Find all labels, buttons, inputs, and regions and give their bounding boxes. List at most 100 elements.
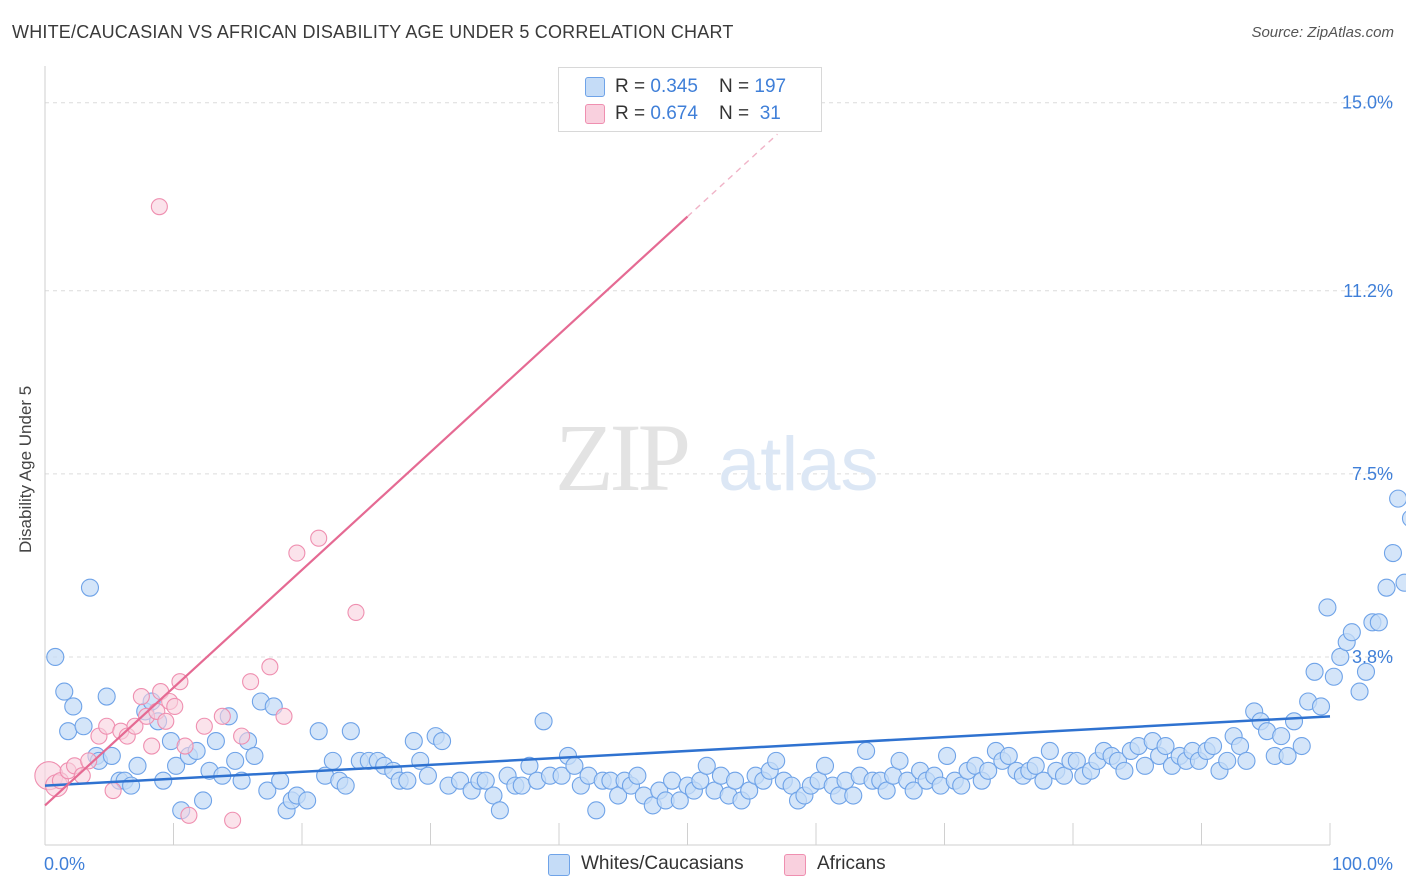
point-white: [1204, 736, 1223, 756]
point-white: [476, 771, 495, 790]
point-white: [1305, 662, 1324, 681]
point-white: [64, 697, 83, 716]
n-label: N =: [719, 103, 755, 124]
y-tick-label: 7.5%: [1352, 464, 1393, 484]
point-white: [857, 741, 876, 761]
point-white: [1395, 573, 1406, 592]
point-white: [1311, 697, 1331, 716]
point-white: [80, 578, 100, 597]
point-african: [195, 717, 213, 735]
point-white: [226, 751, 245, 770]
point-white: [1369, 613, 1388, 632]
legend-swatch-whites: [585, 77, 605, 97]
point-white: [1034, 771, 1053, 790]
r-value-africans: 0.674: [650, 103, 698, 124]
point-white: [512, 776, 531, 795]
trend-lines: [44, 133, 1331, 807]
point-white: [1272, 727, 1291, 746]
point-african: [275, 707, 293, 725]
point-white: [128, 756, 147, 775]
point-white: [1324, 667, 1343, 686]
point-african: [157, 712, 175, 730]
watermark: ZIP atlas: [555, 404, 879, 511]
r-value-whites: 0.345: [650, 76, 698, 97]
point-african: [261, 658, 279, 676]
legend-swatch-whites: [548, 854, 570, 876]
point-white: [206, 732, 225, 751]
stats-legend: R = 0.345 N = 197 R = 0.674 N = 31: [558, 67, 822, 132]
point-white: [534, 712, 553, 731]
point-white: [167, 756, 186, 775]
point-white: [309, 722, 328, 741]
n-value-africans: 31: [754, 103, 781, 124]
point-african: [166, 697, 184, 715]
trend-line-whites: [44, 715, 1331, 787]
watermark-zip: ZIP: [555, 404, 688, 511]
point-white: [1350, 682, 1369, 701]
point-white: [938, 746, 957, 765]
point-white: [102, 746, 121, 765]
y-tick-label: 15.0%: [1342, 93, 1393, 113]
point-white: [97, 687, 116, 706]
point-white: [697, 756, 716, 775]
point-white: [1292, 736, 1311, 756]
point-white: [1318, 598, 1337, 617]
point-white: [1356, 662, 1376, 681]
point-white: [979, 761, 998, 780]
r-label: R =: [615, 103, 651, 124]
point-white: [670, 791, 689, 810]
stats-text-africans: R = 0.674 N = 31: [615, 103, 781, 125]
point-african: [143, 737, 161, 755]
point-white: [1237, 751, 1256, 770]
chart-title: WHITE/CAUCASIAN VS AFRICAN DISABILITY AG…: [12, 22, 734, 42]
point-white: [1284, 712, 1304, 731]
point-african: [150, 198, 168, 216]
point-african: [310, 529, 328, 547]
point-white: [323, 751, 342, 770]
tick-labels: 3.8% 7.5% 11.2% 15.0% 0.0% 100.0%: [44, 93, 1393, 874]
y-axis-label: Disability Age Under 5: [16, 385, 35, 553]
point-white: [451, 771, 470, 790]
point-white: [1389, 489, 1406, 508]
point-white: [552, 766, 571, 785]
series-legend: Whites/Caucasians Africans: [0, 852, 1406, 878]
point-white: [298, 791, 317, 810]
point-white: [628, 766, 647, 785]
point-white: [999, 746, 1018, 765]
point-white: [336, 776, 355, 795]
point-white: [1377, 578, 1396, 597]
point-white: [1156, 736, 1175, 756]
stats-text-whites: R = 0.345 N = 197: [615, 76, 786, 98]
n-label: N =: [719, 76, 755, 97]
point-white: [258, 781, 277, 800]
point-african: [213, 707, 231, 725]
point-white: [341, 722, 360, 741]
point-white: [1218, 751, 1237, 770]
y-tick-label: 3.8%: [1352, 647, 1393, 667]
point-white: [74, 717, 93, 736]
point-african: [104, 782, 122, 800]
point-white: [418, 766, 437, 785]
point-white: [1135, 756, 1155, 775]
point-white: [55, 682, 74, 701]
point-african: [132, 687, 150, 706]
point-african: [126, 717, 144, 735]
legend-label-whites: Whites/Caucasians: [581, 853, 744, 874]
series-whites-points: [46, 489, 1406, 820]
point-african: [224, 811, 242, 829]
point-white: [904, 781, 923, 800]
point-white: [1342, 623, 1361, 642]
point-white: [1401, 510, 1406, 526]
point-african: [242, 673, 260, 691]
point-african: [347, 603, 365, 621]
point-white: [59, 722, 78, 741]
legend-swatch-africans: [585, 104, 605, 124]
point-white: [1278, 746, 1297, 765]
point-white: [663, 771, 682, 790]
point-african: [80, 752, 98, 770]
n-value-whites: 197: [754, 76, 787, 97]
point-white: [890, 751, 909, 770]
point-white: [46, 647, 65, 667]
point-white: [433, 732, 452, 751]
